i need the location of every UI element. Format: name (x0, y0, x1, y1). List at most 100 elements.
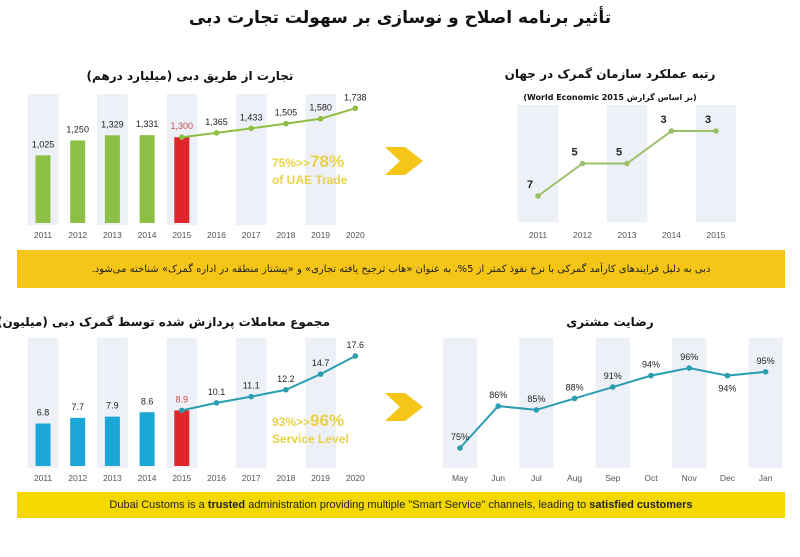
bar (104, 135, 120, 223)
data-point (668, 128, 675, 134)
data-point (179, 134, 185, 140)
transactions-chart-title: مجموع معاملات پردازش شده توسط گمرک دبی (… (0, 315, 330, 329)
x-tick-label: 2013 (618, 230, 637, 240)
service-level-caption: Service Level (272, 431, 349, 446)
data-label: 91% (604, 371, 622, 381)
arrow-icon (385, 393, 423, 421)
data-label: 75% (451, 432, 469, 442)
service-level-from: 93%>> (272, 415, 311, 429)
data-point (352, 105, 359, 112)
data-label: 95% (757, 356, 775, 366)
service-level-highlight: 93%>>96% Service Level (272, 412, 349, 448)
x-tick-label: 2013 (103, 473, 122, 483)
banner-summary-en: Dubai Customs is a trusted administratio… (17, 492, 785, 518)
data-point (248, 393, 254, 400)
data-label: 7.7 (71, 402, 84, 412)
data-label: 1,250 (66, 125, 89, 135)
data-label: 3 (705, 114, 711, 126)
rank-chart-subtitle: (بر اساس گزارش World Economic 2015) (523, 93, 697, 102)
trade-share-highlight: 75%>>78% of UAE Trade (272, 153, 347, 189)
data-label: 1,025 (32, 139, 55, 149)
data-label: 1,580 (309, 103, 332, 113)
data-label: 5 (616, 147, 622, 159)
bar (70, 140, 86, 223)
data-point (179, 407, 185, 414)
x-tick-label: 2016 (207, 473, 226, 483)
x-tick-label: Oct (644, 473, 658, 483)
data-label: 96% (680, 352, 698, 362)
x-tick-label: 2018 (276, 230, 295, 240)
data-label: 8.6 (141, 396, 154, 406)
x-tick-label: 2011 (34, 473, 53, 483)
trade-chart-title: تجارت از طریق دبی (میلیارد درهم) (86, 69, 294, 83)
banner-bold-trusted: trusted (207, 499, 246, 511)
x-tick-label: Aug (567, 473, 582, 483)
data-point (648, 372, 654, 379)
x-tick-label: 2014 (662, 230, 681, 240)
data-label: 12.2 (277, 374, 295, 384)
data-point (317, 115, 324, 122)
data-label: 8.9 (176, 394, 189, 404)
x-tick-label: 2011 (529, 230, 548, 240)
data-label: 10.1 (208, 387, 226, 397)
x-tick-label: 2020 (346, 473, 365, 483)
column-band (235, 94, 267, 225)
data-label: 1,738 (344, 92, 367, 102)
data-point (579, 160, 586, 167)
data-point (571, 395, 578, 402)
bar (174, 137, 190, 223)
trade-share-to: 78% (310, 152, 345, 171)
data-point (495, 403, 502, 409)
x-tick-label: 2019 (311, 473, 330, 483)
data-point (213, 130, 220, 136)
data-label: 14.7 (312, 358, 330, 368)
data-point (610, 384, 616, 390)
service-level-to: 96% (310, 411, 345, 430)
x-tick-label: 2015 (707, 230, 726, 240)
data-label: 3 (660, 114, 666, 126)
column-band (672, 338, 707, 468)
data-label: 1,505 (275, 108, 298, 118)
data-label: 94% (642, 360, 660, 370)
data-point (283, 386, 289, 393)
data-point (713, 128, 719, 134)
x-tick-label: 2015 (172, 473, 191, 483)
data-label: 88% (566, 382, 584, 392)
x-tick-label: 2014 (138, 230, 157, 240)
x-tick-label: Sep (605, 473, 620, 483)
x-tick-label: 2020 (346, 230, 365, 240)
bar (174, 410, 190, 466)
x-tick-label: Jan (759, 473, 773, 483)
data-label: 1,365 (205, 117, 228, 127)
column-band (748, 338, 783, 468)
x-tick-label: 2012 (68, 473, 87, 483)
data-point (457, 445, 463, 451)
column-band (305, 338, 336, 468)
data-point (317, 371, 324, 377)
data-point (762, 369, 769, 375)
data-label: 17.6 (347, 340, 365, 350)
data-label: 5 (571, 147, 577, 159)
data-label: 11.1 (243, 381, 260, 391)
data-point (283, 120, 289, 127)
x-tick-label: Dec (720, 473, 736, 483)
data-label: 1,329 (101, 119, 124, 129)
banner-text-part: administration providing multiple "Smart… (245, 499, 590, 511)
data-point (248, 125, 254, 132)
x-tick-label: 2015 (172, 230, 191, 240)
x-tick-label: 2017 (242, 230, 261, 240)
satisfaction-chart-title: رضایت مشتری (566, 315, 654, 329)
rank-chart-title: رتبه عملکرد سازمان گمرک در جهان (504, 67, 716, 81)
trade-share-caption: of UAE Trade (272, 172, 348, 187)
bar (35, 423, 51, 466)
data-label: 1,331 (136, 119, 159, 129)
data-point (533, 407, 540, 413)
x-tick-label: 2018 (276, 473, 295, 483)
bar (35, 155, 51, 223)
x-tick-label: Nov (682, 473, 698, 483)
data-label: 7.9 (106, 401, 119, 411)
column-band (695, 105, 737, 222)
data-label: 85% (527, 394, 545, 404)
banner-text: دبی به دلیل فرایندهای کارآمد گمرکی با نر… (91, 263, 711, 275)
